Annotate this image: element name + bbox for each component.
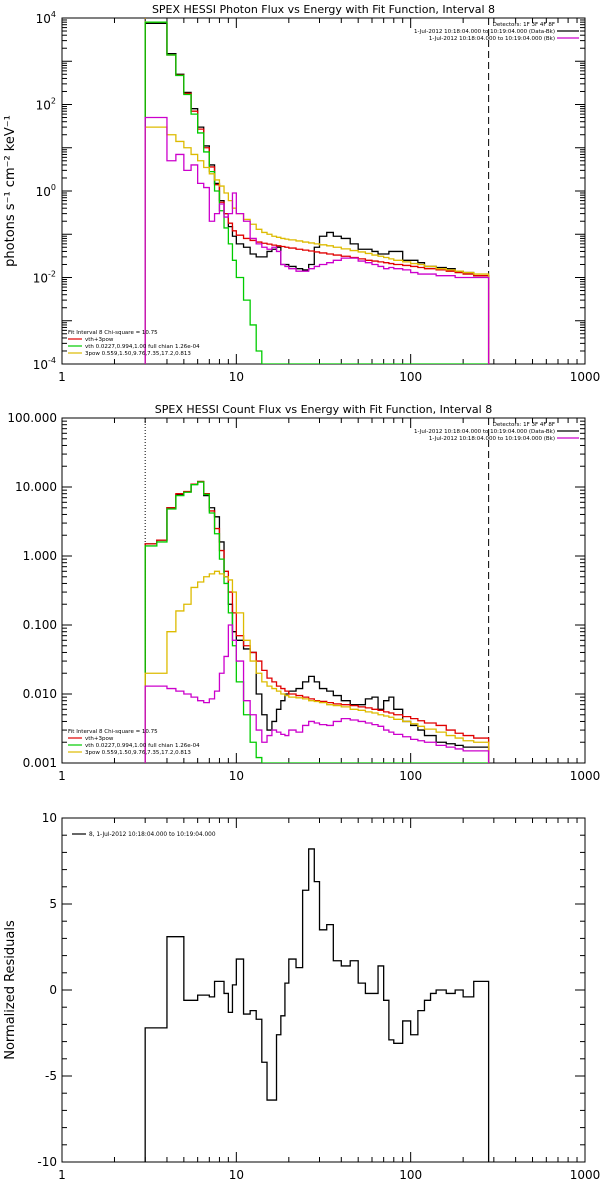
legend-top-right-text: 1-Jul-2012 10:18:04.000 to 10:19:04.000 … (414, 429, 555, 435)
y-tick-base: 10 (36, 185, 51, 199)
series-5-histogram (144, 624, 490, 763)
series-3-histogram (144, 21, 489, 364)
x-tick-label: 100 (399, 769, 422, 783)
y-tick-label: 10-2 (33, 270, 56, 286)
series-2-histogram (144, 480, 490, 763)
x-tick-label: 1000 (570, 370, 600, 384)
series-1-histogram (144, 22, 490, 364)
legend-fit-summary: Fit Interval 8 Chi-square = 10.75 (68, 330, 158, 336)
plot-frame (61, 17, 586, 365)
plot-frame (61, 817, 586, 1163)
y-tick-label: 10-4 (33, 356, 56, 372)
y-tick-base: 10 (36, 12, 51, 26)
x-tick-label: 1 (58, 769, 66, 783)
series-5-histogram (144, 116, 490, 364)
legend-fit-component: 3pow 0.559,1.50,9.76,7.35,17.2,0.813 (85, 750, 191, 756)
x-tick-label: 100 (399, 370, 422, 384)
y-tick-label: 104 (36, 10, 56, 26)
series-3-histogram (144, 481, 489, 763)
legend-fit-component: vth+3pow (85, 736, 114, 742)
legend-fit-component: 3pow 0.559,1.50,9.76,7.35,17.2,0.813 (85, 351, 191, 357)
y-tick-label: 0.100 (23, 618, 57, 632)
panel-1: SPEX HESSI Photon Flux vs Energy with Fi… (3, 3, 600, 384)
legend-bottom-left: Fit Interval 8 Chi-square = 10.75vth+3po… (68, 330, 200, 357)
x-tick-label: 10 (229, 1168, 244, 1182)
panel-3: Normalized Residuals 1 10 100 1000 -10 -5 0 5 10 8… (3, 811, 600, 1182)
y-axis-label: photons s⁻¹ cm⁻² keV⁻¹ (3, 115, 18, 267)
legend-top-right-text: Detectors: 1F 3F 4F 8F (493, 422, 555, 428)
y-tick-base: 10 (33, 358, 48, 372)
x-tick-label: 1000 (570, 1168, 600, 1182)
series-1-histogram (144, 848, 490, 1162)
x-tick-label: 10 (229, 769, 244, 783)
legend-bottom-left: Fit Interval 8 Chi-square = 10.75vth+3po… (68, 729, 200, 756)
series-4-histogram (144, 126, 490, 364)
y-tick-base: 10 (36, 99, 51, 113)
legend-fit-summary: Fit Interval 8 Chi-square = 10.75 (68, 729, 158, 735)
data-area (144, 848, 490, 1162)
y-tick-label: 102 (36, 97, 56, 113)
y-tick-exponent: -2 (48, 270, 56, 279)
series-1-histogram (144, 480, 490, 763)
legend-top-right-text: Detectors: 1F 3F 4F 8F (493, 22, 555, 28)
data-area (144, 18, 490, 364)
chart-title: SPEX HESSI Photon Flux vs Energy with Fi… (152, 3, 495, 16)
legend-top-right: Detectors: 1F 3F 4F 8F1-Jul-2012 10:18:0… (414, 22, 579, 42)
y-tick-exponent: 2 (51, 97, 56, 106)
y-tick-label: 0 (49, 983, 57, 997)
x-tick-label: 1 (58, 1168, 66, 1182)
legend-top-right-text: 1-Jul-2012 10:18:04.000 to 10:19:04.000 … (414, 29, 555, 35)
legend-top-right-text: 1-Jul-2012 10:18:04.000 to 10:19:04.000 … (429, 36, 555, 42)
legend-top-right: Detectors: 1F 3F 4F 8F1-Jul-2012 10:18:0… (414, 422, 579, 442)
legend-fit-component: vth 0.0227,0.994,1.00 full chian 1.26e-0… (85, 743, 200, 749)
y-tick-base: 10 (33, 272, 48, 286)
x-tick-label: 1 (58, 370, 66, 384)
y-tick-exponent: -4 (48, 356, 56, 365)
y-tick-label: 100.000 (7, 411, 57, 425)
legend-top-right-text: 1-Jul-2012 10:18:04.000 to 10:19:04.000 … (429, 436, 555, 442)
series-4-histogram (144, 570, 490, 763)
y-tick-label: 10.000 (15, 480, 57, 494)
legend-fit-component: vth 0.0227,0.994,1.00 full chian 1.26e-0… (85, 344, 200, 350)
y-tick-label: 100 (36, 183, 56, 199)
y-tick-label: 10 (42, 811, 57, 825)
legend-top-left: 8, 1-Jul-2012 10:18:04.000 to 10:19:04.0… (72, 832, 216, 838)
x-tick-label: 10 (229, 370, 244, 384)
x-tick-label: 1000 (570, 769, 600, 783)
y-tick-exponent: 0 (51, 183, 56, 192)
plot-frame (61, 417, 586, 764)
data-area (144, 418, 490, 763)
y-tick-label: 1.000 (23, 549, 57, 563)
legend-interval-text: 8, 1-Jul-2012 10:18:04.000 to 10:19:04.0… (89, 832, 216, 838)
x-tick-label: 100 (399, 1168, 422, 1182)
chart-title: SPEX HESSI Count Flux vs Energy with Fit… (155, 403, 492, 416)
legend-fit-component: vth+3pow (85, 337, 114, 343)
y-tick-label: -5 (45, 1069, 57, 1083)
y-axis-label: Normalized Residuals (3, 920, 18, 1060)
y-tick-exponent: 4 (51, 10, 56, 19)
y-tick-label: 5 (49, 897, 57, 911)
y-tick-label: -10 (37, 1155, 57, 1169)
series-2-histogram (144, 21, 490, 364)
y-tick-label: 0.001 (23, 756, 57, 770)
y-tick-label: 0.010 (23, 687, 57, 701)
panel-2: SPEX HESSI Count Flux vs Energy with Fit… (7, 403, 600, 783)
